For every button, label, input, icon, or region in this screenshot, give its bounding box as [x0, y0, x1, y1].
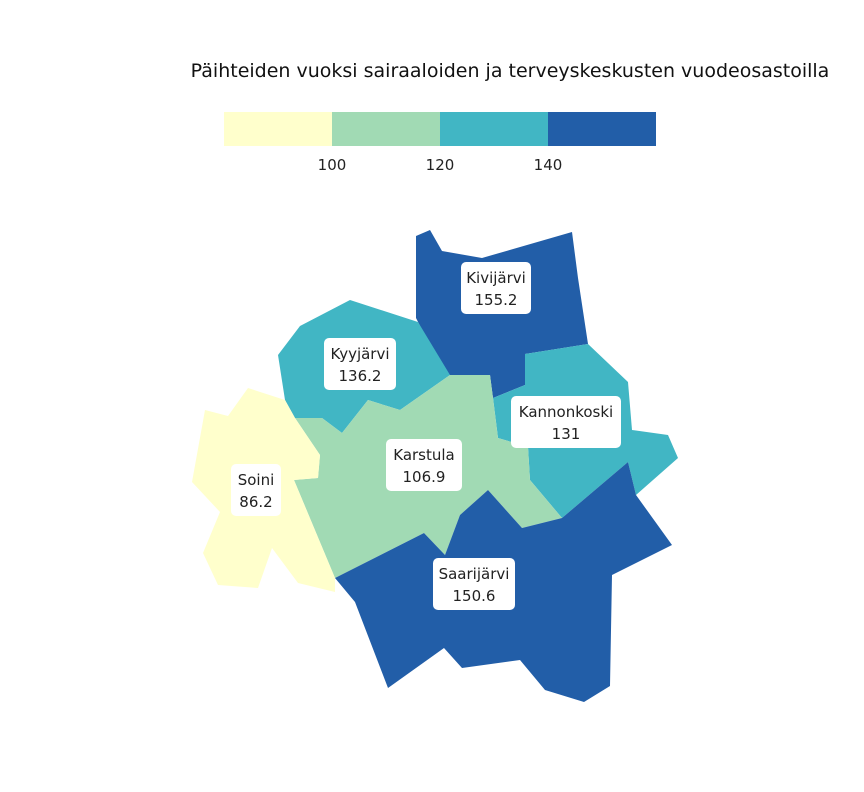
region-value-saarijarvi: 150.6	[453, 587, 496, 605]
region-labels: Kivijärvi 155.2 Kyyjärvi 136.2 Kannonkos…	[231, 262, 621, 610]
region-value-soini: 86.2	[239, 493, 272, 511]
label-box	[511, 396, 621, 448]
region-value-karstula: 106.9	[403, 468, 446, 486]
label-box	[461, 262, 531, 314]
label-saarijarvi: Saarijärvi 150.6	[433, 558, 515, 610]
region-value-kyyjarvi: 136.2	[339, 367, 382, 385]
legend-swatch-2	[332, 112, 440, 146]
map-title: Päihteiden vuoksi sairaaloiden ja tervey…	[191, 60, 830, 82]
region-name-kyyjarvi: Kyyjärvi	[330, 345, 389, 363]
label-kannonkoski: Kannonkoski 131	[511, 396, 621, 448]
label-box	[324, 338, 396, 390]
label-box	[433, 558, 515, 610]
legend-tick-100: 100	[318, 156, 347, 174]
legend: 100 120 140	[224, 112, 656, 174]
region-name-kivijarvi: Kivijärvi	[466, 269, 526, 287]
label-kyyjarvi: Kyyjärvi 136.2	[324, 338, 396, 390]
legend-tick-120: 120	[426, 156, 455, 174]
label-karstula: Karstula 106.9	[386, 439, 462, 491]
region-name-saarijarvi: Saarijärvi	[439, 565, 510, 583]
region-value-kannonkoski: 131	[552, 425, 581, 443]
legend-swatch-4	[548, 112, 656, 146]
region-name-karstula: Karstula	[393, 446, 455, 464]
region-name-kannonkoski: Kannonkoski	[519, 403, 613, 421]
legend-tick-140: 140	[534, 156, 563, 174]
legend-swatch-1	[224, 112, 332, 146]
label-box	[386, 439, 462, 491]
region-value-kivijarvi: 155.2	[475, 291, 518, 309]
label-kivijarvi: Kivijärvi 155.2	[461, 262, 531, 314]
region-name-soini: Soini	[238, 471, 275, 489]
legend-swatch-3	[440, 112, 548, 146]
label-box	[231, 464, 281, 516]
label-soini: Soini 86.2	[231, 464, 281, 516]
